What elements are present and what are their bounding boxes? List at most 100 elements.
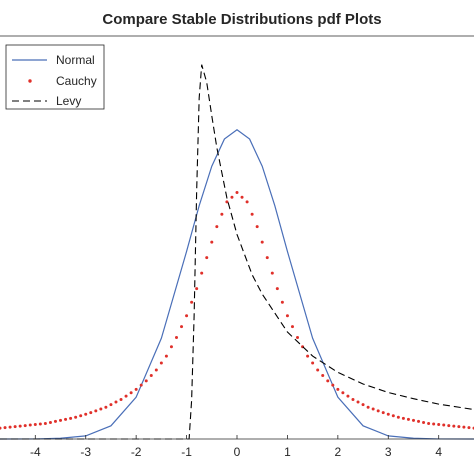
x-tick-label: -3 — [80, 445, 91, 459]
cauchy-point — [240, 195, 244, 199]
cauchy-point — [437, 423, 441, 427]
cauchy-point — [185, 314, 189, 318]
x-tick-label: 2 — [335, 445, 342, 459]
cauchy-point — [311, 361, 315, 365]
cauchy-point — [129, 391, 133, 395]
cauchy-point — [69, 416, 73, 420]
x-tick-label: -1 — [181, 445, 192, 459]
cauchy-point — [230, 195, 234, 199]
cauchy-point — [255, 225, 259, 229]
cauchy-point — [406, 417, 410, 421]
cauchy-point — [74, 415, 78, 419]
cauchy-point — [391, 414, 395, 418]
x-axis: -4 -3 -2 -1 0 1 2 3 4 — [0, 435, 474, 459]
cauchy-point — [356, 400, 360, 404]
legend-marker-cauchy — [28, 79, 32, 83]
cauchy-point — [200, 271, 204, 275]
cauchy-point — [371, 407, 375, 411]
cauchy-point — [124, 394, 128, 398]
cauchy-point — [265, 256, 269, 260]
cauchy-point — [169, 345, 173, 349]
cauchy-point — [386, 412, 390, 416]
legend: Normal Cauchy Levy — [5, 44, 105, 110]
cauchy-point — [376, 409, 380, 413]
series-layer — [0, 64, 474, 440]
cauchy-point — [114, 400, 118, 404]
cauchy-point — [154, 368, 158, 372]
cauchy-point — [94, 409, 98, 413]
legend-label-normal: Normal — [56, 53, 95, 67]
x-tick-label: 1 — [284, 445, 291, 459]
chart-title: Compare Stable Distributions pdf Plots — [102, 11, 381, 28]
cauchy-point — [215, 225, 219, 229]
x-tick-label: -4 — [30, 445, 41, 459]
cauchy-point — [0, 426, 2, 430]
cauchy-point — [417, 419, 421, 423]
cauchy-point — [462, 425, 466, 429]
cauchy-point — [452, 424, 456, 428]
cauchy-point — [18, 424, 22, 428]
cauchy-point — [306, 354, 310, 358]
cauchy-point — [401, 416, 405, 420]
cauchy-point — [164, 354, 168, 358]
cauchy-point — [447, 424, 451, 428]
cauchy-point — [144, 379, 148, 383]
cauchy-point — [53, 419, 57, 423]
levy-line — [0, 64, 474, 440]
cauchy-point — [43, 422, 47, 425]
cauchy-point — [361, 403, 365, 407]
normal-line — [0, 129, 474, 440]
cauchy-point — [467, 426, 471, 430]
cauchy-point — [79, 414, 83, 418]
cauchy-point — [119, 397, 123, 401]
cauchy-point — [84, 412, 88, 416]
cauchy-point — [351, 397, 355, 401]
cauchy-point — [336, 387, 340, 391]
cauchy-point — [321, 373, 325, 377]
cauchy-point — [275, 287, 279, 291]
cauchy-point — [346, 394, 350, 398]
cauchy-point — [48, 420, 52, 424]
x-tick-label: -2 — [131, 445, 142, 459]
cauchy-point — [28, 423, 32, 427]
cauchy-point — [139, 383, 143, 387]
cauchy-point — [104, 405, 108, 409]
cauchy-point — [411, 418, 415, 422]
cauchy-point — [422, 420, 426, 424]
cauchy-point — [210, 240, 214, 244]
cauchy-point — [396, 415, 400, 419]
cauchy-point — [331, 383, 335, 387]
cauchy-point — [381, 411, 385, 415]
cauchy-point — [270, 271, 274, 275]
cauchy-point — [23, 424, 27, 428]
cauchy-point — [427, 422, 431, 425]
x-tick-label: 3 — [385, 445, 392, 459]
cauchy-point — [190, 300, 194, 304]
cauchy-point — [442, 423, 446, 427]
legend-box — [5, 44, 105, 110]
cauchy-point — [8, 425, 12, 429]
cauchy-point — [316, 368, 320, 372]
legend-label-levy: Levy — [56, 94, 81, 108]
cauchy-point — [64, 417, 68, 421]
cauchy-point — [326, 379, 330, 383]
cauchy-point — [366, 405, 370, 409]
cauchy-point — [285, 314, 289, 318]
cauchy-point — [432, 422, 436, 426]
cauchy-point — [195, 287, 199, 291]
cauchy-point — [159, 361, 163, 365]
cauchy-point — [341, 391, 345, 395]
cauchy-point — [245, 200, 249, 204]
cauchy-point — [290, 325, 294, 329]
cauchy-point — [174, 335, 178, 339]
cauchy-point — [149, 373, 153, 377]
legend-label-cauchy: Cauchy — [56, 74, 97, 88]
cauchy-point — [59, 418, 63, 422]
cauchy-point — [99, 407, 103, 411]
cauchy-point — [89, 411, 93, 415]
x-tick-label: 4 — [435, 445, 442, 459]
cauchy-point — [250, 212, 254, 216]
cauchy-point — [260, 240, 264, 244]
cauchy-point — [205, 256, 209, 260]
